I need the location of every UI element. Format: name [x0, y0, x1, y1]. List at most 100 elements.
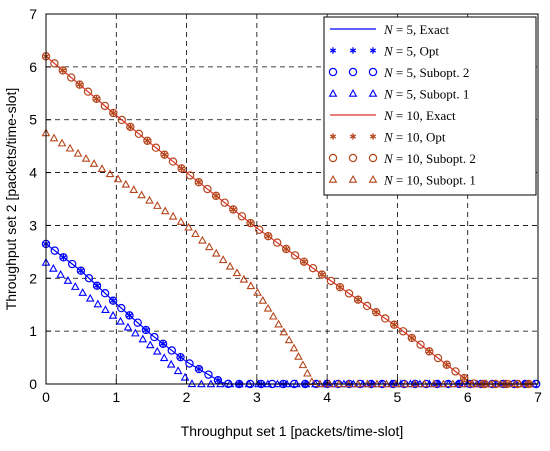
legend: N = 5, Exact N = 5, Opt N = 5, Subopt. 2 N …: [323, 16, 537, 196]
series-4-point: [138, 334, 148, 343]
series-7-point: [398, 327, 408, 336]
series-3-point: [167, 346, 176, 355]
series-6-point: [144, 137, 151, 144]
series-2-point: [195, 365, 203, 373]
legend-marker: [368, 153, 378, 163]
series-7-point: [109, 108, 118, 118]
y-tick-label: 2: [29, 270, 37, 286]
legend-label: N = 10, Exact: [383, 108, 456, 123]
legend-box: [323, 16, 537, 196]
series-7-point: [290, 251, 300, 260]
series-8-point: [258, 295, 268, 304]
series-4-point: [101, 305, 110, 314]
series-3-point: [100, 288, 110, 298]
legend-marker: [349, 133, 357, 140]
series-3-point: [92, 281, 102, 290]
series-6-point: [127, 123, 134, 131]
series-8-point: [145, 195, 154, 204]
series-7-point: [83, 87, 93, 96]
series-7-point: [390, 320, 399, 329]
series-6-point: [391, 321, 398, 328]
series-3-point: [108, 296, 118, 305]
series-8-point: [57, 138, 67, 147]
y-tick-label: 7: [29, 6, 37, 22]
y-tick-label: 5: [29, 112, 37, 128]
series-6-point: [178, 165, 185, 172]
series-2-point: [142, 326, 150, 334]
series-6-point: [59, 67, 66, 74]
series-8-point: [218, 255, 228, 264]
series-3-point: [141, 325, 151, 335]
series-3-point: [150, 332, 159, 342]
legend-label: N = 10, Subopt. 1: [383, 173, 476, 188]
series-7-point: [433, 353, 443, 363]
x-tick-label: 2: [183, 389, 191, 405]
y-axis-label: Throughput set 2 [packets/time-slot]: [3, 88, 19, 311]
series-8-point: [113, 174, 123, 183]
series-8-point: [253, 288, 262, 296]
series-3-point: [67, 259, 77, 269]
series-7-point: [92, 94, 101, 104]
series-6-point: [247, 219, 254, 227]
series-6-point: [354, 296, 362, 303]
series-7-point: [117, 115, 127, 125]
series-5-line: [45, 55, 538, 385]
legend-marker: [368, 67, 378, 77]
series-4-point: [93, 299, 103, 308]
series-7-point: [317, 270, 327, 279]
series-6-point: [318, 271, 326, 278]
series-8-point: [105, 169, 115, 178]
legend-marker: [348, 88, 358, 97]
series-7-point: [255, 225, 264, 235]
series-6-point: [161, 151, 168, 158]
series-7-point: [407, 333, 417, 343]
series-7-point: [442, 360, 451, 369]
y-tick-label: 1: [29, 323, 37, 339]
series-8-point: [279, 327, 289, 336]
series-7-point: [246, 218, 255, 228]
series-8-point: [137, 190, 146, 199]
series-7-point: [281, 244, 291, 254]
legend-marker: [348, 174, 358, 183]
series-6-point: [300, 258, 308, 265]
legend-marker: [328, 88, 338, 97]
series-3-point: [84, 273, 94, 283]
series-8-point: [294, 351, 303, 360]
legend-marker: [329, 133, 337, 140]
series-8-point: [232, 268, 242, 277]
series-8-point: [289, 343, 299, 352]
series-6-point: [93, 95, 100, 103]
series-4-point: [173, 366, 183, 375]
series-7-point: [425, 347, 434, 356]
series-7-point: [237, 212, 247, 221]
y-tick-label: 4: [29, 165, 37, 181]
series-2-point: [110, 297, 117, 304]
series-7-point: [381, 314, 390, 323]
series-8-point: [298, 360, 308, 369]
legend-marker: [369, 47, 377, 54]
legend-marker: [328, 153, 338, 163]
series-8-point: [274, 319, 283, 328]
series-4-point: [108, 310, 118, 319]
series-7-point: [143, 136, 152, 145]
series-3-point: [204, 370, 213, 379]
series-4-point: [85, 293, 95, 302]
series-7-point: [50, 59, 59, 68]
series-8-point: [198, 235, 207, 244]
series-8-point: [239, 274, 249, 283]
x-tick-label: 3: [253, 389, 261, 405]
series-8-point: [49, 133, 59, 142]
series-3-point: [117, 303, 126, 313]
series-7-point: [220, 198, 229, 207]
legend-label: N = 5, Opt: [383, 44, 439, 59]
series-6-point: [443, 361, 450, 368]
y-tick-label: 3: [29, 217, 37, 233]
series-7-point: [335, 282, 345, 292]
legend-label: N = 5, Subopt. 2: [383, 65, 469, 80]
series-7-point: [272, 238, 282, 247]
series-8-point: [184, 222, 193, 231]
legend-swatch: [328, 174, 378, 183]
series-3-point: [185, 359, 194, 368]
series-2-point: [77, 267, 85, 274]
